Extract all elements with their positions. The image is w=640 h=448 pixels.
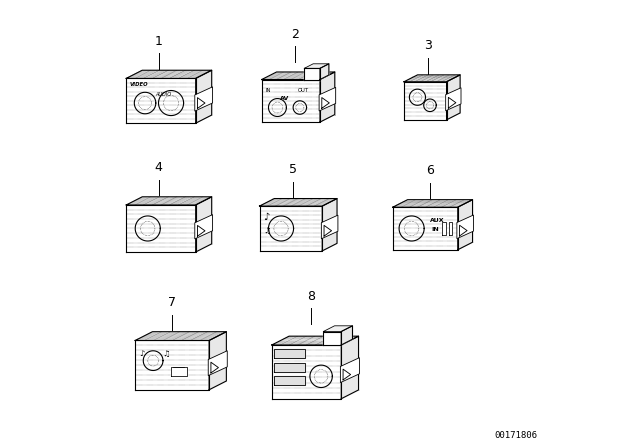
Polygon shape xyxy=(126,197,212,205)
Polygon shape xyxy=(260,206,323,251)
Polygon shape xyxy=(323,332,341,345)
Text: 7: 7 xyxy=(168,296,176,309)
Polygon shape xyxy=(323,326,353,332)
Polygon shape xyxy=(195,215,212,239)
Polygon shape xyxy=(274,363,305,372)
Polygon shape xyxy=(341,336,358,399)
Text: 00171806: 00171806 xyxy=(494,431,538,440)
Polygon shape xyxy=(135,332,227,340)
Polygon shape xyxy=(272,336,358,345)
Polygon shape xyxy=(457,215,474,239)
Polygon shape xyxy=(126,70,212,78)
Polygon shape xyxy=(320,72,335,122)
Polygon shape xyxy=(171,367,187,376)
Polygon shape xyxy=(449,222,452,235)
Text: AUX: AUX xyxy=(429,218,444,223)
Polygon shape xyxy=(340,358,360,383)
Text: AUDIO: AUDIO xyxy=(156,92,172,97)
Text: VIDEO: VIDEO xyxy=(130,82,148,87)
Polygon shape xyxy=(196,70,212,123)
Text: ♪: ♪ xyxy=(139,349,144,358)
Polygon shape xyxy=(393,207,458,250)
Text: 4: 4 xyxy=(155,161,163,174)
Text: OUT: OUT xyxy=(298,88,308,93)
Text: 1: 1 xyxy=(155,35,163,48)
Polygon shape xyxy=(447,75,460,120)
Text: IN: IN xyxy=(431,227,439,232)
Polygon shape xyxy=(126,78,196,123)
Polygon shape xyxy=(272,345,341,399)
Polygon shape xyxy=(126,205,196,252)
Text: AV: AV xyxy=(280,96,289,101)
Polygon shape xyxy=(260,198,337,206)
Polygon shape xyxy=(196,197,212,252)
Polygon shape xyxy=(262,79,320,122)
Polygon shape xyxy=(208,351,227,375)
Text: 8: 8 xyxy=(307,289,315,302)
Text: IN: IN xyxy=(266,88,271,93)
Polygon shape xyxy=(458,200,472,250)
Polygon shape xyxy=(135,340,209,390)
Polygon shape xyxy=(274,349,305,358)
Polygon shape xyxy=(320,64,329,79)
Text: 5: 5 xyxy=(289,163,297,176)
Text: ♫: ♫ xyxy=(162,349,170,358)
Polygon shape xyxy=(323,198,337,251)
Text: ♪: ♪ xyxy=(263,212,269,222)
Text: 3: 3 xyxy=(424,39,431,52)
Text: 2: 2 xyxy=(291,27,300,40)
Text: ♫: ♫ xyxy=(263,226,271,235)
Polygon shape xyxy=(341,326,353,345)
Polygon shape xyxy=(442,222,445,235)
Text: 6: 6 xyxy=(426,164,434,177)
Polygon shape xyxy=(404,82,447,120)
Polygon shape xyxy=(209,332,227,390)
Polygon shape xyxy=(274,376,305,385)
Polygon shape xyxy=(321,215,338,239)
Polygon shape xyxy=(304,68,320,79)
Polygon shape xyxy=(393,200,472,207)
Polygon shape xyxy=(195,87,212,111)
Polygon shape xyxy=(404,75,460,82)
Polygon shape xyxy=(445,88,461,111)
Polygon shape xyxy=(304,64,329,68)
Polygon shape xyxy=(262,72,335,79)
Polygon shape xyxy=(319,87,335,111)
